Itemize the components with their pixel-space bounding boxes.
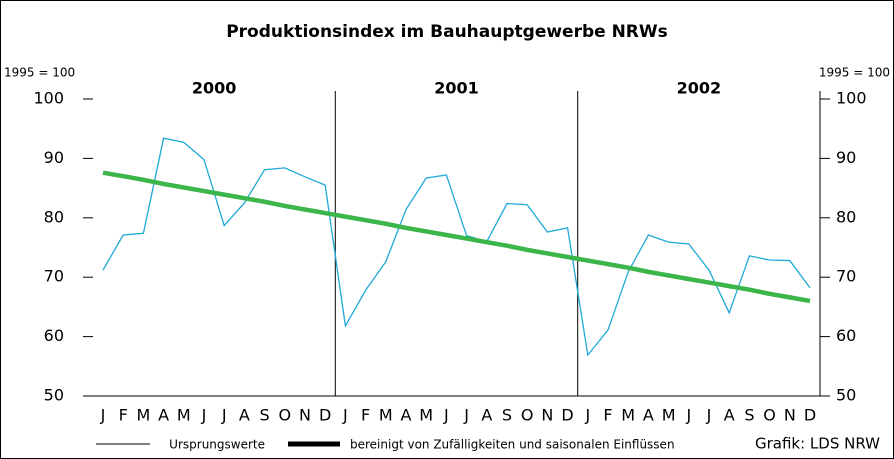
x-tick-label: M [419,406,433,425]
x-tick-label: A [158,406,169,425]
x-tick-label: J [443,406,449,425]
x-tick-label: F [603,406,612,425]
chart-title: Produktionsindex im Bauhauptgewerbe NRWs [226,22,668,42]
x-tick-label: J [100,406,106,425]
x-tick-label: F [361,406,370,425]
y-tick-label: 100 [33,89,64,108]
x-tick-label: M [621,406,635,425]
x-tick-label: O [763,406,776,425]
y-tick-label: 60 [44,326,64,345]
y-axis-label: 1995 = 100 [4,66,75,80]
year-label: 2000 [192,79,237,98]
x-tick-label: S [744,406,754,425]
x-tick-label: M [662,406,676,425]
x-tick-label: S [502,406,512,425]
x-tick-label: J [463,406,469,425]
x-tick-label: N [541,406,553,425]
legend-label: Ursprungswerte [169,438,265,452]
y2-tick-label: 60 [836,326,856,345]
y-tick-label: 70 [44,267,64,286]
x-tick-label: D [804,406,816,425]
y-tick-label: 80 [44,207,64,226]
x-tick-label: S [260,406,270,425]
x-tick-label: A [401,406,412,425]
y2-axis-label: 1995 = 100 [819,66,890,80]
y2-tick-label: 80 [836,207,856,226]
y2-tick-label: 100 [836,89,867,108]
x-tick-label: D [561,406,573,425]
x-tick-label: O [521,406,534,425]
x-tick-label: O [279,406,292,425]
x-tick-label: A [481,406,492,425]
x-tick-label: M [177,406,191,425]
source: Grafik: LDS NRW [755,435,880,453]
legend-label: bereinigt von Zufälligkeiten und saisona… [350,438,675,452]
x-tick-label: F [119,406,128,425]
x-tick-label: M [136,406,150,425]
x-tick-label: J [201,406,207,425]
y-tick-label: 90 [44,148,64,167]
x-tick-label: A [724,406,735,425]
x-tick-label: A [643,406,654,425]
year-label: 2002 [677,79,722,98]
x-tick-label: M [379,406,393,425]
x-tick-label: N [299,406,311,425]
x-tick-label: J [706,406,712,425]
y2-tick-label: 70 [836,267,856,286]
y2-tick-label: 50 [836,386,856,405]
x-tick-label: N [784,406,796,425]
x-tick-label: D [319,406,331,425]
x-tick-label: A [239,406,250,425]
series-line [102,170,811,304]
x-tick-label: J [584,406,590,425]
x-tick-label: J [685,406,691,425]
year-label: 2001 [434,79,479,98]
y2-tick-label: 90 [836,148,856,167]
y-tick-label: 50 [44,386,64,405]
series-line [102,137,811,357]
x-tick-label: J [221,406,227,425]
x-tick-label: J [342,406,348,425]
